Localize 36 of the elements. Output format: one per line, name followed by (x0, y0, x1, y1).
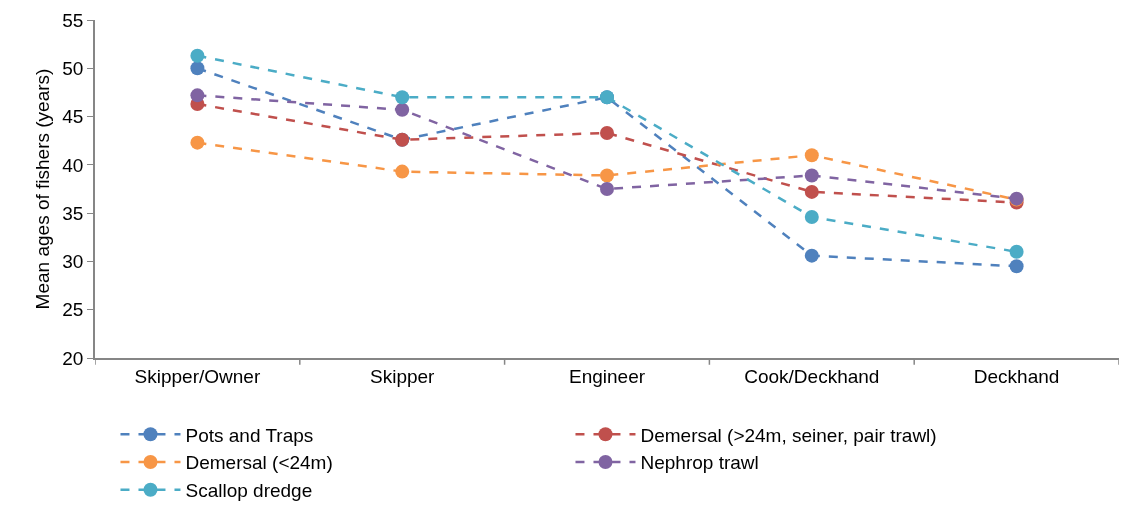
point (395, 90, 410, 105)
point (190, 135, 205, 150)
point (395, 164, 410, 179)
y-tick-label: 45 (62, 106, 84, 128)
y-tick-label: 25 (62, 299, 84, 321)
point (190, 61, 205, 76)
point (600, 125, 614, 140)
y-tick-label: 35 (62, 202, 84, 224)
point (804, 248, 819, 263)
point (804, 148, 819, 163)
y-tick-label: 40 (62, 154, 84, 176)
y-tick-label: 30 (62, 251, 84, 273)
point (804, 184, 819, 199)
point (600, 168, 614, 183)
point (395, 102, 410, 117)
legend-label: Demersal (>24m, seiner, pair trawl) (640, 424, 937, 446)
x-tick-label: Skipper/Owner (134, 365, 261, 387)
point (804, 210, 819, 224)
y-axis-title: Mean ages of fishers (years) (31, 68, 53, 310)
point (1009, 259, 1024, 274)
y-tick-label: 50 (62, 57, 84, 79)
point (190, 88, 205, 103)
point (600, 182, 614, 196)
legend-label: Demersal (<24m) (185, 452, 333, 474)
y-tick-label: 55 (62, 9, 84, 31)
point (804, 168, 819, 183)
legend-label: Scallop dredge (185, 480, 313, 502)
x-tick-label: Cook/Deckhand (744, 365, 880, 387)
x-tick-label: Skipper (369, 365, 436, 387)
legend-label: Pots and Traps (185, 424, 314, 446)
y-tick-label: 20 (62, 347, 84, 369)
point (190, 48, 205, 63)
point (1009, 244, 1024, 259)
legend-label: Nephrop trawl (640, 452, 759, 474)
x-tick-label: Deckhand (973, 365, 1060, 387)
x-tick-label: Engineer (568, 365, 646, 387)
